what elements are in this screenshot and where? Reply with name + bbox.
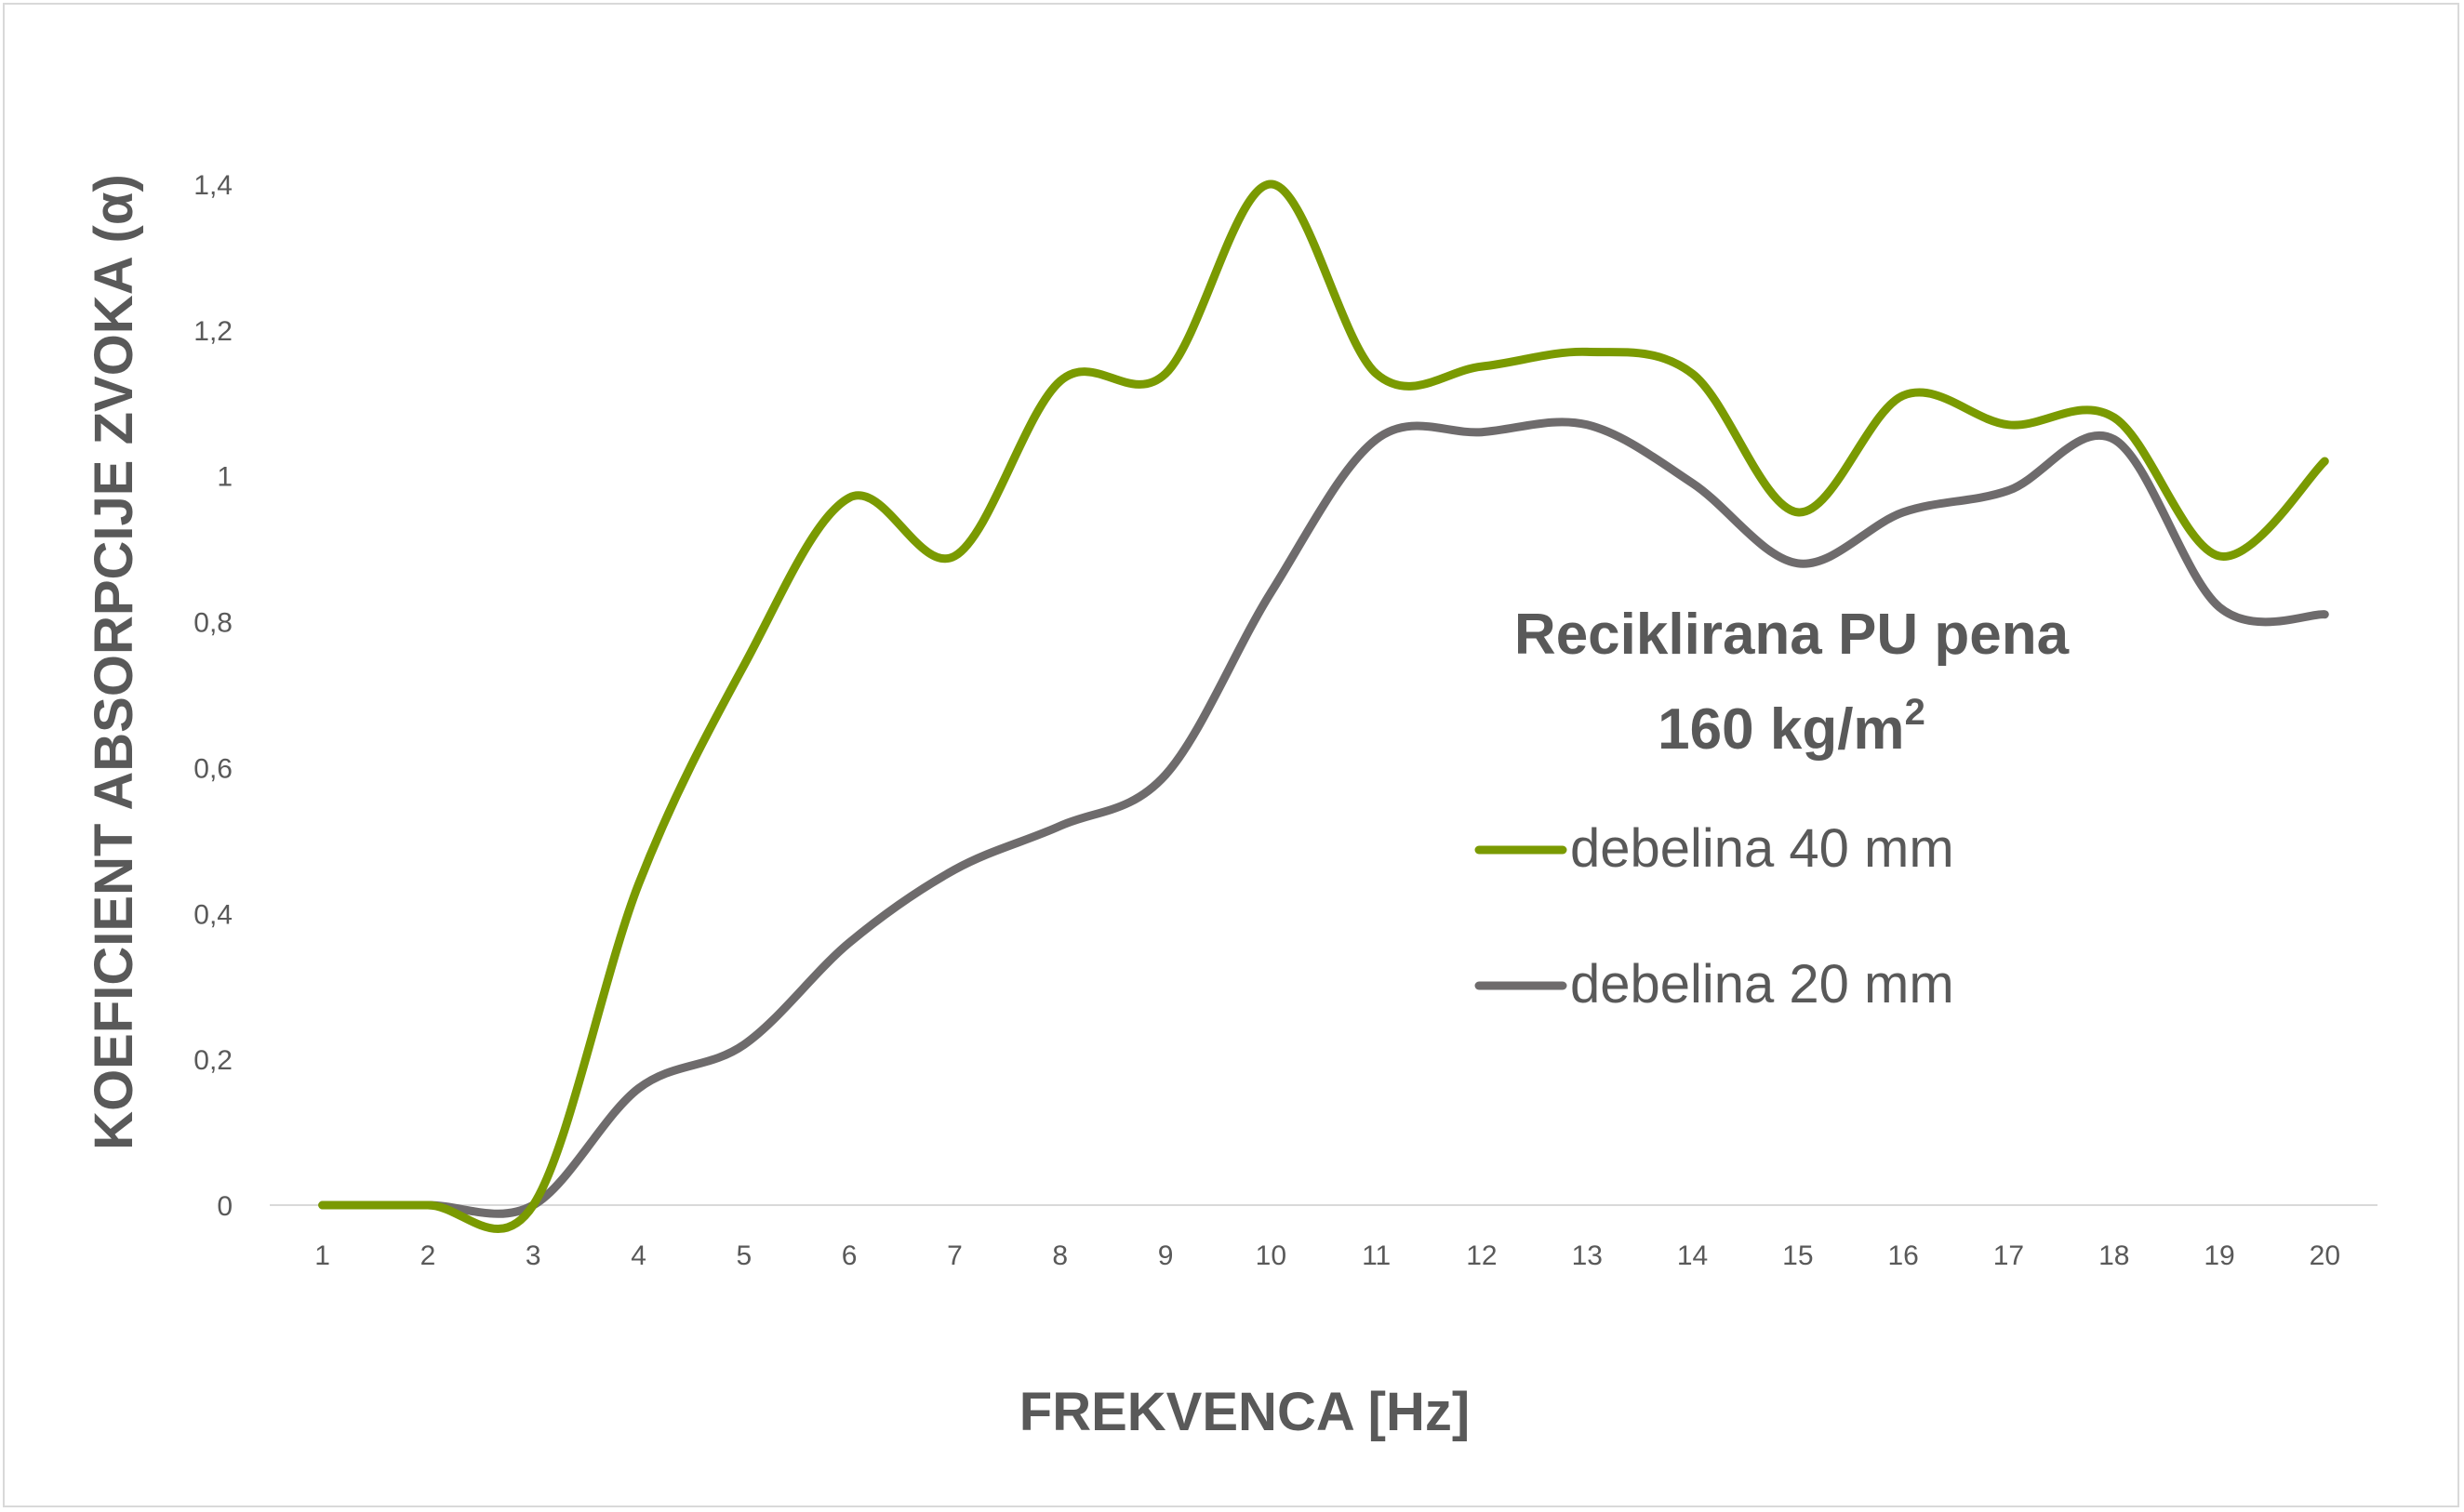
annotation-unit: 160 kg/m [1658,697,1904,762]
x-tick-label: 4 [631,1240,646,1271]
x-tick-label: 10 [1256,1240,1286,1271]
x-tick-label: 9 [1158,1240,1174,1271]
annotation-line-1: Reciklirana PU pena [1514,603,2070,667]
x-tick-label: 8 [1052,1240,1068,1271]
x-tick-label: 18 [2098,1240,2129,1271]
annotation-superscript: 2 [1905,692,1925,733]
x-tick-label: 1 [314,1240,330,1271]
x-tick-label: 11 [1362,1240,1391,1271]
x-tick-label: 5 [737,1240,753,1271]
y-tick-label: 0 [217,1191,233,1222]
x-tick-label: 15 [1782,1240,1813,1271]
annotation-line-2: 160 kg/m2 [1658,692,1925,762]
x-tick-label: 16 [1887,1240,1918,1271]
series-layer [318,179,2329,1233]
series-line-debelina-20-mm [318,418,2329,1218]
x-tick-label: 13 [1572,1240,1603,1271]
x-axis-ticks: 1 2 3 4 5 6 7 8 9 10 11 12 13 14 15 16 17 18 19 20 [314,1240,2340,1271]
y-axis-title: KOEFICIENT ABSORPCIJE ZVOKA (α) [84,174,144,1150]
y-tick-label: 1 [217,462,233,493]
y-tick-label: 1,4 [193,170,233,201]
y-tick-label: 0,4 [193,899,233,930]
x-tick-label: 17 [1993,1240,2024,1271]
x-tick-label: 7 [947,1240,963,1271]
x-tick-label: 2 [420,1240,436,1271]
y-axis-ticks: 0 0,2 0,4 0,6 0,8 1 1,2 1,4 [193,170,233,1222]
legend: debelina 40 mm debelina 20 mm [1474,818,1954,1015]
legend-label-debelina-20-mm: debelina 20 mm [1570,954,1954,1015]
x-tick-label: 6 [842,1240,858,1271]
x-tick-label: 12 [1466,1240,1497,1271]
y-tick-label: 0,6 [193,753,233,784]
x-tick-label: 20 [2310,1240,2340,1271]
y-tick-label: 1,2 [193,316,233,347]
x-axis-title: FREKVENCA [Hz] [1019,1382,1470,1442]
x-tick-label: 14 [1677,1240,1708,1271]
chart-frame [3,3,2459,1507]
y-tick-label: 0,2 [193,1045,233,1076]
legend-label-debelina-40-mm: debelina 40 mm [1570,818,1954,879]
series-line-debelina-40-mm [318,179,2329,1233]
x-tick-label: 3 [526,1240,541,1271]
x-tick-label: 19 [2204,1240,2234,1271]
y-tick-label: 0,8 [193,608,233,639]
